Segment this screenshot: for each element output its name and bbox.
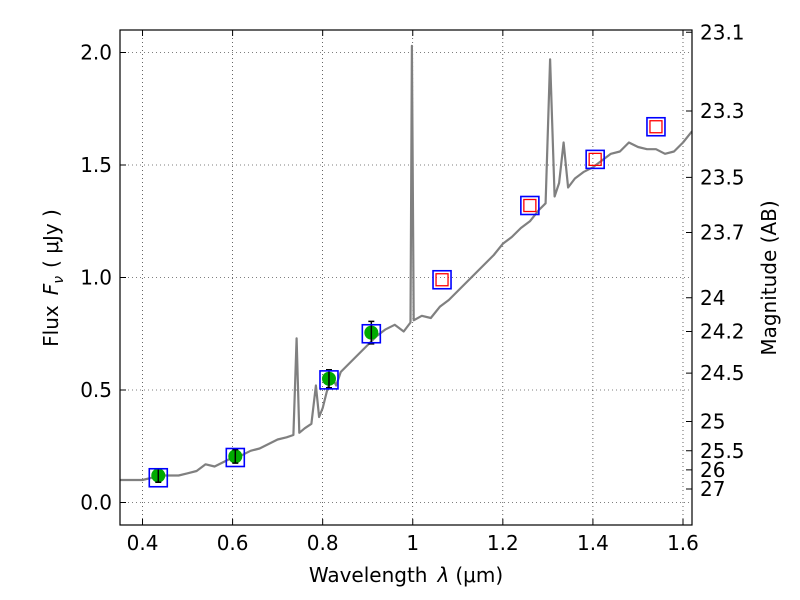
model-point: [520, 195, 540, 216]
x-tick-label: 1: [406, 531, 419, 555]
y2-tick-label: 23.5: [700, 165, 745, 189]
upper-limit-point: [649, 120, 663, 134]
x-tick-label: 1.2: [487, 531, 519, 555]
y-axis-label-symbol: F: [39, 283, 63, 295]
model-point: [361, 323, 382, 344]
model-point: [225, 447, 246, 468]
y2-tick-label: 23.3: [700, 99, 745, 123]
upper-limit-point: [523, 198, 537, 213]
model-point: [319, 370, 339, 390]
x-tick-label: 0.4: [127, 531, 159, 555]
model-point: [432, 269, 452, 290]
y-axis-label: Flux Fν ( μJy ): [39, 209, 67, 347]
y-tick-label: 0.5: [80, 378, 112, 402]
y2-tick-label: 23.1: [700, 20, 745, 44]
y-tick-label: 0.0: [80, 491, 112, 515]
y-tick-label: 1.5: [80, 153, 112, 177]
y2-tick-label: 25: [700, 410, 725, 434]
x-tick-label: 1.6: [667, 531, 699, 555]
spectrum-line: [120, 44, 692, 482]
upper-limit-point: [588, 152, 602, 167]
model-point: [585, 149, 605, 170]
plot-frame: [119, 29, 693, 526]
model-point: [646, 116, 666, 137]
y2-tick-label: 27: [700, 477, 725, 501]
x-axis-label-unit: (μm): [455, 563, 503, 587]
y-axis-label-unit: ( μJy ): [39, 209, 63, 268]
gridlines: [120, 30, 692, 525]
axis-ticks: 0.4 0.6 0.8 1 1.2 1.4 1.6 0.0 0.5 1.0 1.5 2.0 23.1 23…: [80, 20, 744, 555]
y-axis-label-subscript: ν: [51, 276, 67, 284]
plot-area: [120, 44, 692, 488]
model-point: [148, 467, 169, 488]
data-marks: [120, 44, 692, 488]
y-tick-label: 2.0: [80, 41, 112, 65]
y2-axis-label: Magnitude (AB): [757, 200, 781, 355]
y-axis-label-text: Flux: [39, 305, 63, 347]
x-tick-label: 0.6: [217, 531, 249, 555]
x-tick-label: 0.8: [307, 531, 339, 555]
y2-tick-label: 26: [700, 458, 725, 482]
y-tick-label: 1.0: [80, 266, 112, 290]
y2-tick-label: 23.7: [700, 221, 745, 245]
y2-tick-label: 24.5: [700, 361, 745, 385]
y2-tick-label: 24: [700, 286, 725, 310]
x-axis-label-symbol: λ: [437, 563, 450, 587]
upper-limit-point: [435, 273, 449, 287]
x-axis-label: Wavelength λ (μm): [309, 563, 503, 587]
y2-tick-label: 24.2: [700, 320, 745, 344]
x-tick-label: 1.4: [577, 531, 609, 555]
y2-tick-label: 25.5: [700, 439, 745, 463]
x-axis-label-text: Wavelength: [309, 563, 428, 587]
